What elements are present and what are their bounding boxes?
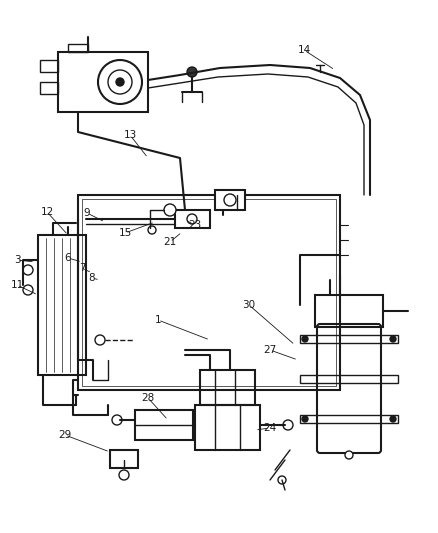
Bar — [40, 82, 58, 94]
Circle shape — [187, 67, 197, 77]
Bar — [195, 405, 260, 450]
Circle shape — [148, 226, 156, 234]
Text: 9: 9 — [84, 208, 90, 218]
Text: 8: 8 — [88, 273, 95, 283]
Circle shape — [98, 60, 142, 104]
Bar — [110, 450, 138, 468]
Text: 15: 15 — [118, 228, 132, 238]
Text: 1: 1 — [155, 315, 161, 325]
Circle shape — [112, 415, 122, 425]
Bar — [40, 60, 58, 72]
Bar — [300, 335, 398, 343]
Circle shape — [345, 451, 353, 459]
Text: 29: 29 — [58, 430, 72, 440]
Circle shape — [23, 285, 33, 295]
Text: 23: 23 — [188, 220, 201, 230]
Text: 30: 30 — [243, 300, 255, 310]
Circle shape — [283, 420, 293, 430]
Circle shape — [23, 265, 33, 275]
Circle shape — [390, 416, 396, 422]
Circle shape — [95, 335, 105, 345]
Circle shape — [116, 78, 124, 86]
Bar — [315, 295, 383, 327]
Text: 7: 7 — [79, 263, 85, 273]
Text: 24: 24 — [263, 423, 277, 433]
Bar — [215, 190, 245, 210]
Text: 6: 6 — [65, 253, 71, 263]
Text: 27: 27 — [263, 345, 277, 355]
Bar — [38, 235, 86, 375]
Circle shape — [224, 194, 236, 206]
Bar — [58, 52, 148, 112]
Bar — [300, 375, 398, 383]
Bar — [175, 210, 210, 228]
Bar — [82, 199, 336, 386]
Circle shape — [187, 214, 197, 224]
Bar — [200, 370, 255, 405]
Text: 12: 12 — [40, 207, 53, 217]
Bar — [78, 195, 340, 390]
Text: 13: 13 — [124, 130, 137, 140]
Circle shape — [390, 336, 396, 342]
Circle shape — [119, 470, 129, 480]
Bar — [300, 415, 398, 423]
Circle shape — [278, 476, 286, 484]
Text: 3: 3 — [14, 255, 20, 265]
Circle shape — [164, 204, 176, 216]
Text: 21: 21 — [163, 237, 177, 247]
Circle shape — [302, 416, 308, 422]
Text: 14: 14 — [297, 45, 311, 55]
Text: 11: 11 — [11, 280, 24, 290]
Text: 28: 28 — [141, 393, 155, 403]
Bar — [135, 410, 193, 440]
Circle shape — [302, 336, 308, 342]
Bar — [68, 44, 88, 52]
Circle shape — [108, 70, 132, 94]
